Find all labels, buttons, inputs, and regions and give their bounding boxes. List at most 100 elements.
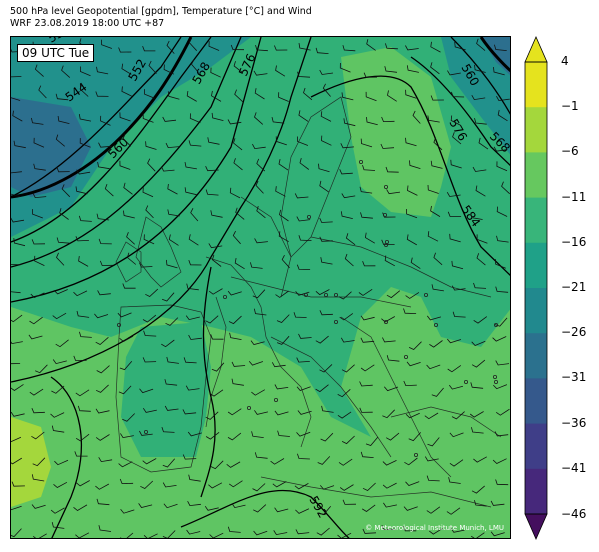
wind-barb [11, 193, 21, 198]
wind-barb [126, 252, 137, 265]
wind-barb [426, 364, 441, 370]
wind-barb [474, 117, 487, 125]
wind-barb [256, 205, 266, 219]
wind-barb [494, 44, 507, 51]
colorbar-segment [525, 468, 547, 515]
colorbar-tick-label: −36 [561, 416, 587, 430]
wind-barb [274, 410, 289, 416]
wind-barb [147, 158, 156, 172]
wind-barb [228, 480, 243, 488]
wind-barb [492, 336, 507, 342]
wind-barb [254, 238, 268, 244]
copyright-notice: © Meteorological Institute Munich, LMU [365, 524, 504, 532]
wind-barb [95, 483, 110, 490]
wind-barb [145, 205, 154, 219]
wind-barb [250, 340, 265, 346]
wind-barb [452, 132, 462, 145]
wind-barb [120, 509, 135, 514]
wind-barb [34, 255, 45, 266]
wind-barb [144, 89, 155, 99]
wind-barb [11, 436, 22, 443]
wind-barb [360, 451, 374, 458]
wind-barb [142, 113, 154, 123]
wind-barb [186, 529, 201, 535]
wind-barb [121, 86, 132, 97]
wind-barb [446, 191, 461, 197]
wind-barb [204, 505, 219, 511]
wind-barb [227, 432, 242, 441]
wind-barb [293, 312, 307, 318]
wind-barb [252, 483, 266, 492]
map-title-line-2: WRF 23.08.2019 18:00 UTC +87 [10, 18, 165, 29]
wind-barb [271, 117, 285, 124]
wind-barb [167, 91, 180, 100]
wind-barb [167, 183, 178, 195]
wind-barb [342, 499, 357, 505]
wind-barb [492, 458, 507, 464]
wind-barb [431, 387, 444, 397]
wind-barb [11, 384, 24, 391]
wind-barb [295, 529, 310, 535]
temperature-field-cool-lobe [121, 322, 211, 457]
wind-barb [75, 480, 90, 487]
wind-barb [143, 533, 158, 538]
wind-barb [296, 216, 311, 222]
wind-barb [493, 146, 508, 152]
station-marker [303, 292, 308, 297]
geopotential-contours-thick [11, 37, 510, 199]
wind-barb [276, 314, 290, 323]
station-marker [493, 379, 498, 384]
colorbar-segment [525, 62, 547, 108]
wind-barb [408, 432, 421, 442]
colorbar-tick-label: −46 [561, 507, 587, 521]
wind-barb [386, 189, 401, 195]
wind-barb [366, 117, 378, 126]
wind-barb [406, 65, 419, 73]
wind-barb [339, 169, 353, 175]
wind-barb [185, 385, 200, 391]
wind-barb [319, 310, 333, 316]
wind-barb [190, 208, 199, 222]
wind-barb [32, 533, 47, 538]
wind-barb [298, 235, 312, 241]
wind-barb [126, 232, 135, 245]
wind-barb [405, 481, 420, 486]
wind-barb [278, 231, 289, 243]
wind-barb [254, 452, 268, 459]
wind-barb [315, 289, 330, 296]
wind-barb [122, 413, 135, 422]
wind-barb [96, 498, 110, 506]
wind-barb [362, 482, 376, 491]
wind-barb [366, 39, 376, 51]
wind-barb [386, 355, 400, 362]
map-title-line-1: 500 hPa level Geopotential [gpdm], Tempe… [10, 6, 312, 17]
colorbar-tick-label: −41 [561, 461, 587, 475]
temperature-field-warm-north [341, 47, 451, 217]
wind-barb [231, 378, 244, 386]
wind-barb [142, 458, 157, 465]
wind-barb [296, 386, 311, 391]
wind-barb [382, 409, 395, 419]
wind-barb [406, 208, 418, 219]
wind-barb [184, 162, 197, 170]
wind-barb [29, 388, 44, 396]
colorbar-segment [525, 107, 547, 153]
wind-barb [205, 315, 219, 324]
station-marker [323, 292, 328, 297]
wind-barb [478, 137, 489, 150]
wind-barb [11, 314, 23, 323]
wind-barb [476, 38, 486, 51]
wind-barb [359, 407, 373, 413]
wind-barb [53, 481, 68, 488]
wind-barb [430, 205, 441, 217]
colorbar-tick-label: −1 [561, 99, 579, 113]
wind-barb [316, 527, 330, 536]
wind-barb [359, 186, 373, 194]
wind-barb [188, 234, 199, 246]
wind-barb [298, 43, 311, 51]
wind-barb [253, 530, 268, 536]
wind-barb [77, 405, 91, 412]
wind-barb [447, 365, 462, 373]
wind-barb [501, 181, 510, 195]
wind-barb [277, 430, 290, 437]
